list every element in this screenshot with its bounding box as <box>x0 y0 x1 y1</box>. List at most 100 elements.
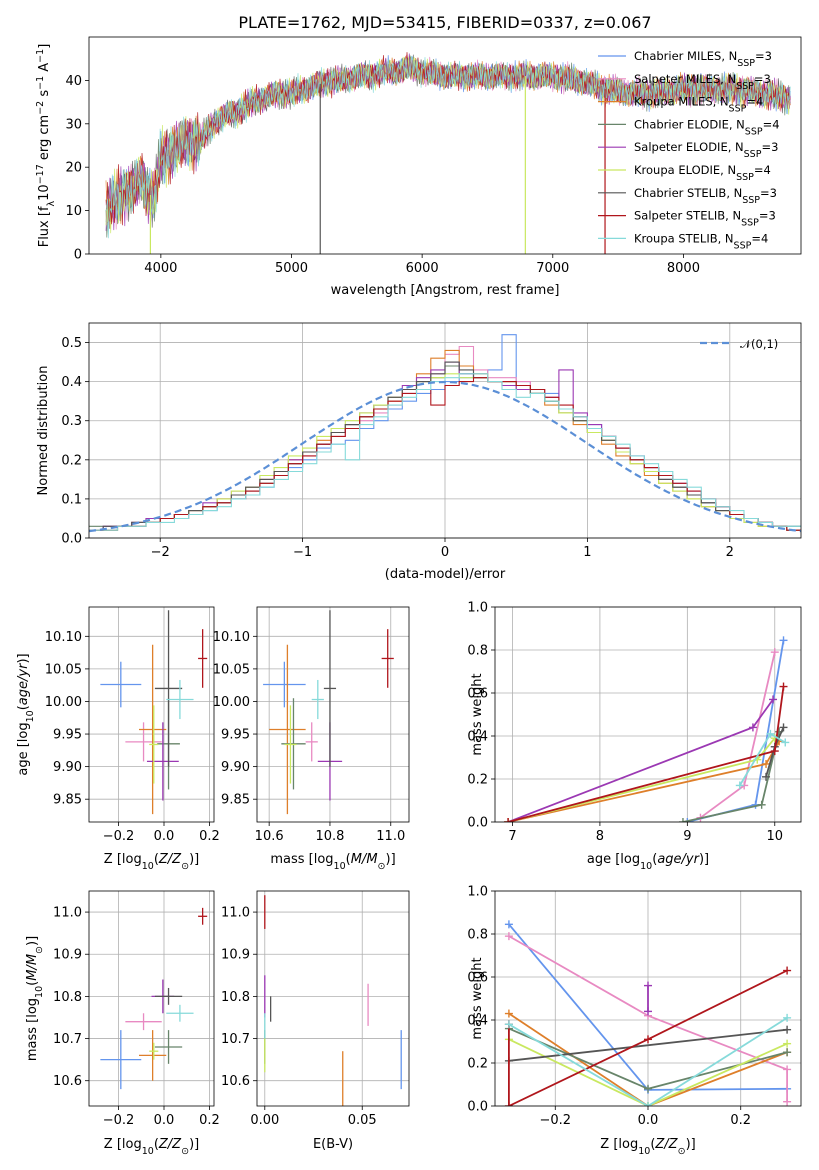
plot-area <box>504 636 790 822</box>
plot-area <box>504 920 792 1106</box>
y-tick-label: 10.9 <box>221 948 250 963</box>
y-tick-label: 30 <box>65 117 82 132</box>
x-tick-label: 4000 <box>144 261 177 276</box>
weight-vs-age-x-label: age [log10(age/yr)] <box>587 852 709 872</box>
x-tick-label: 0.2 <box>199 829 220 844</box>
x-tick-label: 0.0 <box>154 829 175 844</box>
x-tick-label: 11.0 <box>376 829 405 844</box>
plot-area <box>263 610 394 815</box>
y-tick-label: 10.10 <box>45 630 82 645</box>
y-tick-label: 9.95 <box>221 728 250 743</box>
y-tick-label: 10.7 <box>53 1032 82 1047</box>
histogram-axes-frame <box>88 322 802 539</box>
x-tick-label: 10.6 <box>255 829 284 844</box>
errorbar-axes-frame <box>256 890 410 1107</box>
plot-area <box>105 52 791 254</box>
legend-entry: Salpeter STELIB, NSSP=3 <box>634 209 776 229</box>
y-tick-label: 10.7 <box>221 1032 250 1047</box>
y-tick-label: 9.90 <box>53 760 82 775</box>
legend-entry: 𝒩(0,1) <box>740 337 778 351</box>
spectrum-y-label: Flux [fλ10−17 erg cm−2 s−1 A−1] <box>35 44 57 248</box>
x-tick-label: 0 <box>441 545 449 560</box>
x-tick-label: 0.2 <box>730 1113 751 1128</box>
mass-weight-series-line <box>507 686 785 822</box>
x-tick-label: −0.2 <box>539 1113 571 1128</box>
y-tick-label: 10.00 <box>213 695 250 710</box>
histogram-step-series <box>89 373 801 531</box>
y-tick-label: 10.6 <box>221 1074 250 1089</box>
y-tick-label: 0.1 <box>61 492 82 507</box>
spectrum-axes-frame <box>88 36 802 255</box>
y-tick-label: 0.4 <box>467 730 488 745</box>
x-tick-label: 1 <box>583 545 591 560</box>
x-tick-label: 8 <box>596 829 604 844</box>
y-tick-label: 10.8 <box>221 990 250 1005</box>
mass-weight-series-line <box>508 935 788 1102</box>
histogram-x-label: (data-model)/error <box>385 567 506 582</box>
weight-vs-z-x-label: Z [log10(Z/Z⊙)] <box>600 1137 695 1157</box>
y-tick-label: 1.0 <box>467 885 488 900</box>
spectrum-series-line <box>105 55 791 239</box>
mass-vs-ebv-x-label: E(B-V) <box>313 1137 353 1152</box>
plot-area <box>264 895 402 1106</box>
y-tick-label: 9.90 <box>221 760 250 775</box>
y-tick-label: 0.6 <box>467 971 488 986</box>
mass-weight-series-line <box>507 698 774 822</box>
y-tick-label: 0.8 <box>467 928 488 943</box>
x-tick-label: 0.00 <box>250 1113 279 1128</box>
y-tick-label: 0.8 <box>467 644 488 659</box>
mass-weight-series-line <box>508 969 788 1106</box>
y-tick-label: 1.0 <box>467 601 488 616</box>
y-tick-label: 0.0 <box>467 816 488 831</box>
plot-area <box>89 334 801 533</box>
y-tick-label: 40 <box>65 74 82 89</box>
y-tick-label: 0.2 <box>467 1057 488 1072</box>
y-tick-label: 10.6 <box>53 1074 82 1089</box>
y-tick-label: 0.6 <box>467 687 488 702</box>
mass-weight-axes-frame <box>494 890 802 1107</box>
y-tick-label: 11.0 <box>53 906 82 921</box>
spectrum-title: PLATE=1762, MJD=53415, FIBERID=0337, z=0… <box>238 13 651 32</box>
y-tick-label: 0.4 <box>467 1014 488 1029</box>
legend-entry: Chabrier ELODIE, NSSP=4 <box>634 117 780 137</box>
mass-weight-series-line <box>508 1028 788 1062</box>
x-tick-label: −2 <box>151 545 170 560</box>
y-tick-label: 9.95 <box>53 728 82 743</box>
errorbar-axes-frame <box>88 606 215 823</box>
x-tick-label: 0.2 <box>199 1113 220 1128</box>
x-tick-label: 7 <box>508 829 516 844</box>
legend-entry: Salpeter MILES, NSSP=3 <box>634 72 771 92</box>
mass-weight-series-line <box>508 1017 788 1106</box>
weight-vs-age-y-label: mass weight <box>470 673 485 755</box>
x-tick-label: 10.8 <box>315 829 344 844</box>
y-tick-label: 10.10 <box>213 630 250 645</box>
mass-weight-series-line <box>687 640 785 822</box>
plot-area <box>100 610 208 815</box>
x-tick-label: −0.2 <box>103 1113 135 1128</box>
x-tick-label: 8000 <box>667 261 700 276</box>
x-tick-label: 7000 <box>536 261 569 276</box>
mass-weight-axes-frame <box>494 606 802 823</box>
x-tick-label: −0.2 <box>103 829 135 844</box>
legend-entry: Chabrier STELIB, NSSP=3 <box>634 186 777 206</box>
legend-entry: Kroupa STELIB, NSSP=4 <box>634 231 768 251</box>
mass-weight-series-line <box>508 1038 788 1106</box>
mass-vs-z-x-label: Z [log10(Z/Z⊙)] <box>104 1137 199 1157</box>
y-tick-label: 0.2 <box>61 453 82 468</box>
y-tick-label: 10.05 <box>45 662 82 677</box>
age-vs-z-x-label: Z [log10(Z/Z⊙)] <box>104 852 199 872</box>
age-vs-z-y-label: age [log10(age/yr)] <box>16 653 36 775</box>
legend-entry: Kroupa MILES, NSSP=4 <box>634 95 763 115</box>
x-tick-label: 10 <box>766 829 783 844</box>
y-tick-label: 0.2 <box>467 773 488 788</box>
x-tick-label: 9 <box>683 829 691 844</box>
x-tick-label: −1 <box>293 545 312 560</box>
weight-vs-z-y-label: mass weight <box>470 957 485 1039</box>
gaussian-reference-line <box>89 380 801 533</box>
legend-entry: Chabrier MILES, NSSP=3 <box>634 49 772 69</box>
y-tick-label: 10.00 <box>45 695 82 710</box>
errorbar-axes-frame <box>88 890 215 1107</box>
y-tick-label: 10.05 <box>213 662 250 677</box>
plot-area <box>100 907 208 1090</box>
